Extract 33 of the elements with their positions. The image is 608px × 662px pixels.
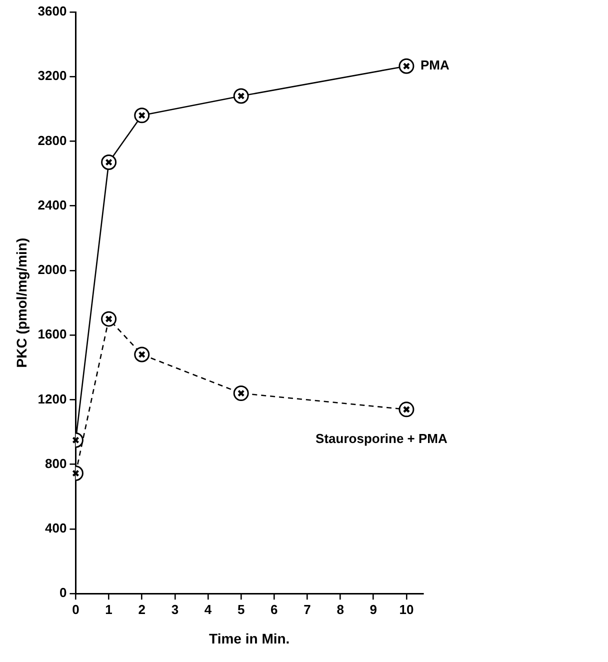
- x-tick-label: 2: [138, 602, 146, 617]
- series-label: PMA: [420, 58, 450, 73]
- y-tick-label: 1200: [38, 391, 67, 406]
- x-tick-label: 5: [237, 602, 245, 617]
- y-tick-label: 3200: [38, 68, 67, 84]
- point: [398, 58, 414, 74]
- x-tick-label: 8: [336, 602, 344, 617]
- y-axis-title: PKC (pmol/mg/min): [13, 238, 30, 368]
- point: [398, 402, 414, 418]
- y-tick-label: 1600: [38, 326, 67, 342]
- y-tick-label: 2800: [38, 132, 67, 148]
- x-tick-label: 1: [105, 602, 112, 617]
- y-tick-label: 3600: [38, 4, 67, 19]
- y-tick-label: 2000: [38, 262, 67, 278]
- x-tick-label: 10: [399, 602, 414, 617]
- point: [233, 386, 249, 402]
- y-tick-label: 2400: [38, 197, 67, 212]
- x-tick-label: 7: [304, 602, 311, 617]
- point: [101, 311, 117, 327]
- x-axis-title: Time in Min.: [209, 630, 290, 646]
- x-tick-label: 3: [171, 602, 179, 617]
- x-tick-label: 9: [370, 602, 378, 617]
- point: [134, 346, 150, 362]
- point: [134, 108, 150, 124]
- point: [101, 154, 117, 170]
- y-tick-label: 400: [45, 520, 67, 536]
- point: [233, 88, 249, 104]
- x-tick-label: 6: [270, 602, 278, 617]
- y-tick-label: 0: [59, 585, 67, 600]
- x-tick-label: 0: [72, 602, 80, 617]
- text: Staurosporine + PMA: [316, 431, 448, 446]
- y-tick-label: 800: [45, 456, 67, 471]
- x-tick-label: 4: [204, 602, 212, 617]
